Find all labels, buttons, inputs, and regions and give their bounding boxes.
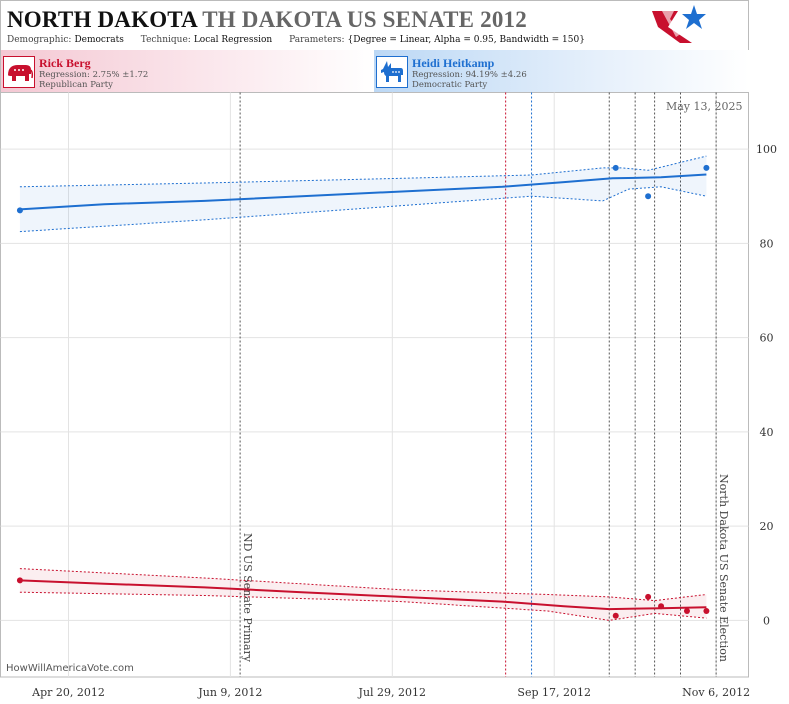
poll-point: [16, 577, 23, 584]
x-tick-label: Apr 20, 2012: [31, 686, 105, 699]
poll-point: [16, 207, 23, 214]
poll-point: [703, 164, 710, 171]
y-tick-label: 100: [756, 143, 777, 156]
poll-point: [683, 608, 690, 615]
candidate-party: Democratic Party: [412, 80, 488, 90]
race-title: TH DAKOTA US SENATE 2012: [202, 7, 527, 32]
candidate-name: Heidi Heitkamp: [412, 56, 495, 70]
x-tick-label: Sep 17, 2012: [517, 686, 591, 699]
lower-bound-line: [19, 591, 707, 621]
event-label: North Dakota US Senate Election: [717, 474, 730, 662]
candidate-regression: Regression: 94.19% ±4.26: [412, 70, 527, 80]
trend-line: [19, 579, 707, 611]
technique-value: Local Regression: [193, 35, 273, 45]
poll-point: [612, 612, 619, 619]
poll-chart: ND US Senate Primary North Dakota US Sena…: [0, 92, 777, 699]
chart-header: NORTH DAKOTA TH DAKOTA US SENATE 2012 De…: [0, 0, 749, 50]
watermark: HowWillAmericaVote.com: [6, 663, 134, 674]
y-tick-label: 20: [760, 520, 774, 533]
technique-label: Technique:: [140, 35, 191, 45]
candidate-rick-berg: Rick Berg Regression: 2.75% ±1.72 Republ…: [0, 50, 374, 92]
poll-point: [612, 164, 619, 171]
page-title: NORTH DAKOTA TH DAKOTA US SENATE 2012: [7, 7, 527, 33]
poll-point: [658, 603, 665, 610]
candidate-party: Republican Party: [39, 80, 113, 90]
candidate-regression: Regression: 2.75% ±1.72: [39, 70, 149, 80]
star-logo-icon: [652, 5, 706, 43]
plot-area: [0, 92, 749, 678]
elephant-icon: [3, 56, 35, 88]
event-label: ND US Senate Primary: [241, 533, 254, 663]
x-tick-label: Nov 6, 2012: [682, 686, 750, 699]
x-tick-label: Jul 29, 2012: [358, 686, 427, 699]
candidate-heidi-heitkamp: Heidi Heitkamp Regression: 94.19% ±4.26 …: [374, 50, 749, 92]
poll-point: [645, 193, 652, 200]
poll-point: [645, 593, 652, 600]
y-tick-label: 40: [760, 426, 774, 439]
donkey-icon: [376, 56, 408, 88]
y-tick-label: 0: [763, 614, 770, 627]
candidate-name: Rick Berg: [39, 56, 91, 70]
state-title: NORTH DAKOTA: [7, 7, 197, 32]
x-tick-label: Jun 9, 2012: [197, 686, 262, 699]
poll-point: [703, 608, 710, 615]
date-stamp: May 13, 2025: [666, 100, 743, 113]
lower-bound-line: [19, 186, 707, 233]
upper-bound-line: [19, 568, 707, 602]
y-tick-label: 60: [760, 332, 774, 345]
parameters-label: Parameters:: [289, 35, 345, 45]
demographic-label: Demographic:: [7, 35, 72, 45]
parameters-value: {Degree = Linear, Alpha = 0.95, Bandwidt…: [347, 35, 585, 45]
y-tick-label: 80: [760, 237, 774, 250]
demographic-value: Democrats: [74, 35, 124, 45]
parameters-line: Demographic: Democrats Technique: Local Re…: [7, 35, 599, 45]
trend-line: [19, 173, 707, 211]
